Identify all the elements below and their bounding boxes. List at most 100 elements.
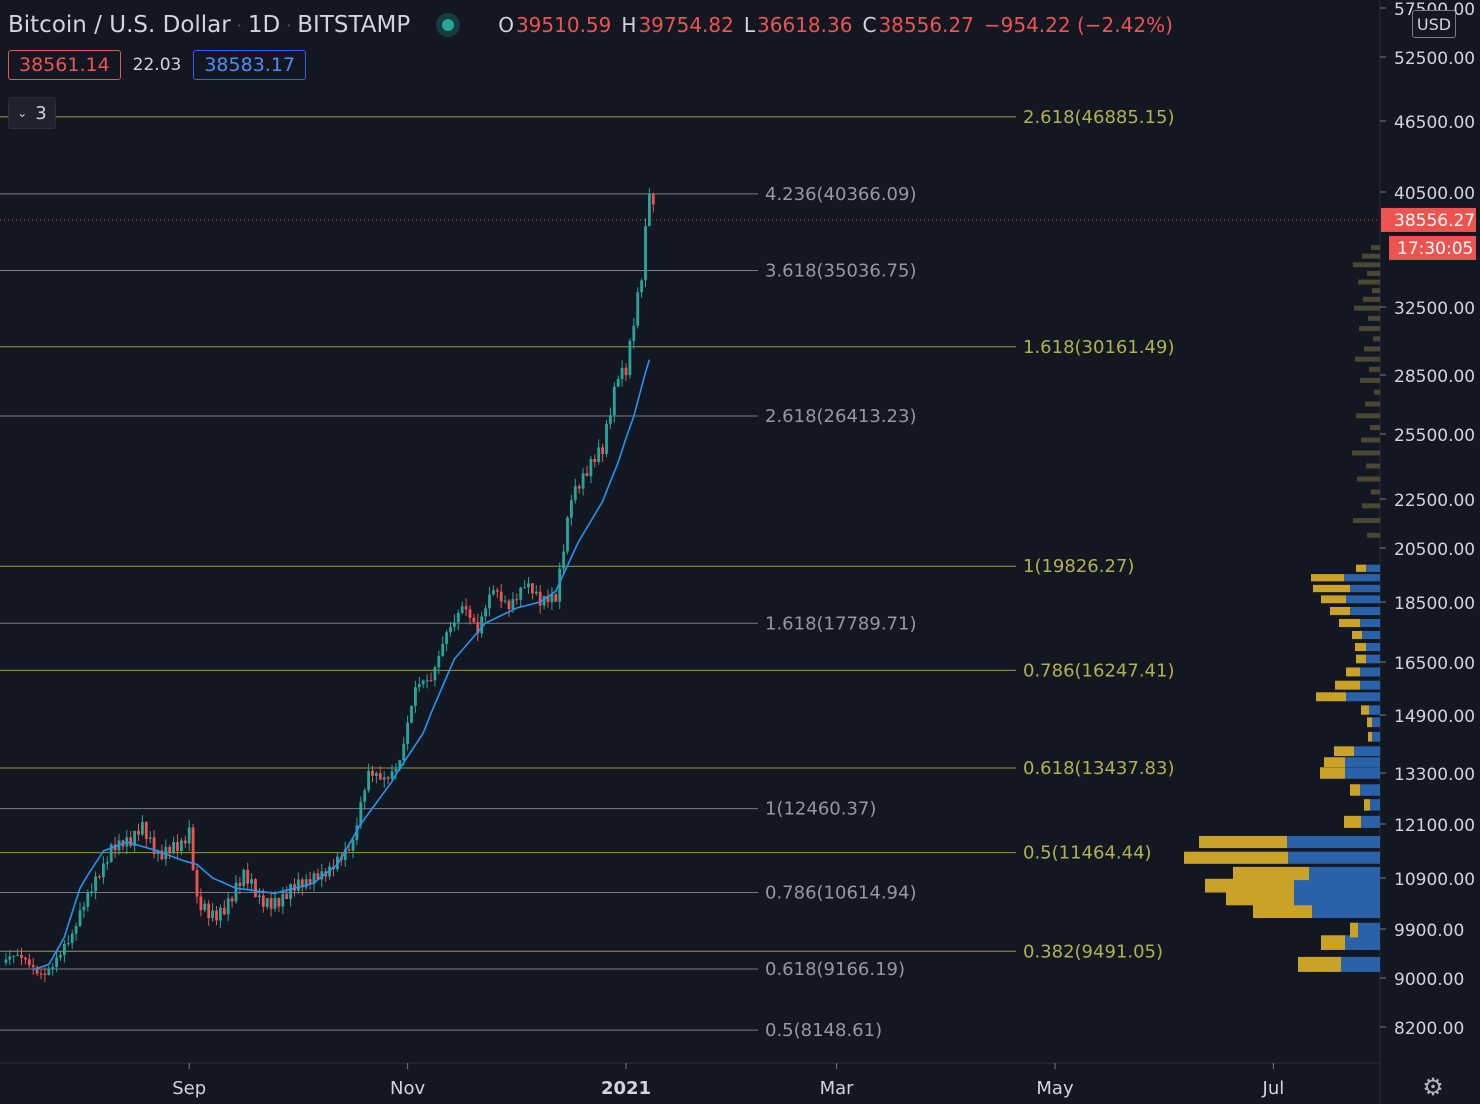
volume-bar-blue-1 — [1345, 935, 1380, 950]
candle-body — [199, 896, 203, 911]
volume-bar-faint — [1366, 463, 1380, 469]
volume-bar-faint — [1367, 270, 1380, 276]
currency-button[interactable]: USD — [1412, 10, 1456, 38]
candle-body — [425, 680, 429, 682]
volume-bar-gold-1 — [1321, 935, 1345, 950]
volume-bar-blue-12 — [1345, 767, 1380, 779]
volume-bar-faint — [1368, 315, 1380, 321]
volume-bar-gold-4 — [1226, 891, 1294, 906]
interval[interactable]: 1D — [247, 12, 281, 38]
volume-bar-gold-26 — [1321, 595, 1346, 604]
volume-bar-faint — [1358, 279, 1380, 285]
fib-b-label-0: 4.236(40366.09) — [765, 184, 916, 205]
volume-bar-gold-13 — [1324, 757, 1345, 768]
volume-bar-gold-14 — [1334, 746, 1354, 757]
candle-body — [141, 821, 144, 835]
candle-body — [316, 873, 320, 880]
candle-body — [382, 777, 386, 780]
volume-bar-blue-25 — [1350, 606, 1380, 616]
volume-bar-blue-21 — [1366, 654, 1380, 664]
candle-body — [343, 849, 347, 861]
candle-body — [285, 893, 289, 899]
y-tick-label: 32500.00 — [1394, 299, 1475, 319]
fib-b-label-6: 0.618(9166.19) — [765, 959, 905, 980]
candle-body — [98, 876, 101, 878]
separator: · — [236, 15, 242, 35]
candle-body — [347, 849, 351, 851]
candle-body — [180, 840, 183, 852]
candle-body — [43, 973, 47, 975]
fib-a-label-4: 0.618(13437.83) — [1023, 758, 1174, 779]
volume-bar-gold-20 — [1346, 667, 1360, 677]
fib-b-label-4: 1(12460.37) — [765, 799, 876, 820]
candle-body — [137, 830, 140, 835]
candle-body — [222, 907, 226, 915]
volume-bar-gold-11 — [1350, 784, 1360, 796]
candle-body — [269, 898, 273, 909]
moving-average-line — [32, 359, 651, 971]
candle-body — [577, 486, 581, 489]
volume-bar-gold-19 — [1335, 680, 1360, 690]
candle-body — [441, 643, 445, 656]
candle-body — [297, 879, 300, 891]
y-tick-label: 16500.00 — [1394, 654, 1475, 674]
candle-body — [31, 965, 35, 968]
volume-bar-faint — [1352, 450, 1380, 456]
candle-body — [378, 773, 382, 780]
volume-bar-gold-2 — [1350, 922, 1358, 938]
volume-bar-blue-18 — [1346, 692, 1380, 702]
candle-body — [523, 587, 526, 589]
candle-body — [460, 606, 464, 613]
volume-bar-blue-28 — [1344, 574, 1380, 582]
fib-a-label-2: 1(19826.27) — [1023, 556, 1134, 577]
candle-body — [390, 771, 394, 779]
candle-body — [94, 876, 97, 892]
candle-body — [74, 926, 78, 934]
y-tick-label: 14900.00 — [1394, 707, 1475, 727]
candle-body — [562, 551, 565, 569]
x-tick-label: Nov — [390, 1078, 425, 1099]
volume-profile — [1184, 245, 1380, 972]
candle-body — [219, 907, 222, 921]
candle-body — [601, 447, 604, 455]
high-key: H — [621, 13, 637, 37]
candle-body — [258, 895, 261, 897]
volume-bar-gold-29 — [1356, 564, 1366, 572]
candle-body — [445, 632, 448, 644]
candle-body — [410, 705, 413, 723]
ask-price-box[interactable]: 38583.17 — [193, 50, 307, 80]
gear-icon[interactable]: ⚙ — [1422, 1073, 1444, 1101]
volume-bar-faint — [1371, 489, 1380, 495]
volume-bar-gold-5 — [1205, 878, 1294, 893]
y-tick-label: 13300.00 — [1394, 765, 1475, 785]
last-price-tag-bg — [1381, 207, 1476, 232]
volume-bar-blue-26 — [1346, 595, 1380, 604]
candle-body — [581, 473, 585, 489]
volume-bar-gold-7 — [1184, 851, 1288, 864]
candle-body — [168, 846, 172, 853]
bar-countdown: 17:30:05 — [1397, 239, 1473, 259]
y-tick-label: 28500.00 — [1394, 367, 1475, 387]
volume-bar-blue-20 — [1360, 667, 1380, 677]
candle-body — [59, 954, 62, 958]
volume-bar-blue-10 — [1370, 799, 1380, 811]
candle-body — [550, 594, 554, 603]
candle-body — [355, 825, 359, 840]
symbol-name[interactable]: Bitcoin / U.S. Dollar — [8, 12, 231, 38]
volume-bar-gold-15 — [1368, 731, 1372, 742]
time-axis[interactable]: Sep Nov 2021 Mar May Jul — [172, 1063, 1284, 1099]
candle-body — [484, 608, 487, 617]
indicators-collapse-button[interactable]: ⌄ 3 — [8, 97, 56, 129]
volume-bar-blue-5 — [1294, 878, 1380, 893]
fib-extension-group[interactable]: 2.618(46885.15) 1.618(30161.49) 1(19826.27… — [0, 107, 1174, 962]
candle-body — [612, 386, 616, 416]
volume-bar-gold-25 — [1330, 606, 1350, 616]
candle-body — [336, 856, 339, 870]
candle-body — [35, 967, 39, 974]
x-tick-label: Sep — [172, 1078, 206, 1099]
bid-price-box[interactable]: 38561.14 — [8, 50, 121, 80]
fib-retracement-group[interactable]: 4.236(40366.09) 3.618(35036.75) 2.618(2641… — [0, 184, 916, 1041]
last-price-tag: 38556.27 17:30:05 — [1381, 207, 1476, 260]
